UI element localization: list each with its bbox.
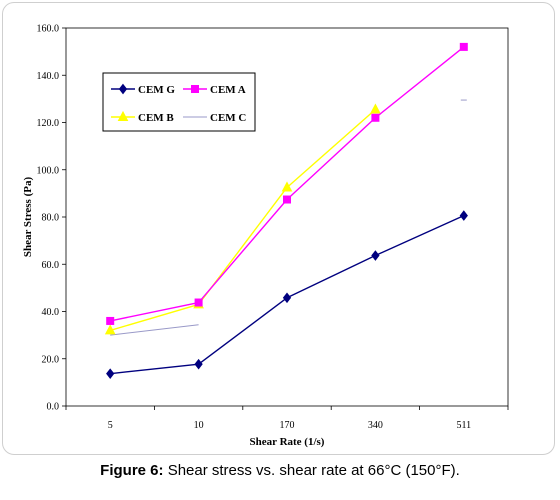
series-cem-g	[106, 210, 468, 379]
series-line-cem-g	[286, 254, 376, 299]
caption-label: Figure 6:	[100, 462, 164, 479]
data-point-cem-g	[459, 210, 468, 221]
series-line-cem-g	[198, 297, 288, 365]
line-chart: 0.020.040.060.080.0100.0120.0140.0160.0 …	[22, 24, 509, 448]
data-point-cem-g	[106, 368, 115, 379]
data-point-cem-g	[282, 292, 292, 304]
legend-label-cem-g: CEM G	[138, 84, 175, 96]
legend-marker-cem-a	[191, 85, 199, 93]
data-point-cem-g	[371, 250, 380, 261]
series-line-cem-a	[110, 301, 199, 322]
x-tick-label: 170	[280, 420, 295, 431]
legend-label-cem-b: CEM B	[138, 112, 174, 124]
series-cem-a	[106, 42, 468, 325]
legend-item-cem-a: CEM A	[183, 84, 246, 96]
series-line-cem-g	[110, 363, 199, 375]
x-tick-label: 340	[368, 420, 383, 431]
series-line-cem-b	[286, 108, 376, 188]
data-point-cem-a	[371, 113, 380, 122]
series-line-cem-g	[375, 214, 465, 257]
y-tick-label: 100.0	[37, 165, 60, 176]
series-cem-b	[104, 103, 381, 335]
legend-marker-cem-g	[118, 83, 128, 95]
x-tick-label: 511	[456, 420, 471, 431]
y-tick-label: 0.0	[47, 402, 60, 413]
data-point-cem-a	[106, 316, 115, 325]
y-tick-label: 120.0	[37, 118, 60, 129]
data-point-cem-b	[104, 324, 116, 335]
y-tick-label: 160.0	[37, 24, 60, 35]
x-axis-title: Shear Rate (1/s)	[250, 436, 325, 448]
data-point-cem-g	[194, 358, 203, 370]
data-point-cem-a	[283, 195, 291, 204]
caption-text: Shear stress vs. shear rate at 66°C (150…	[167, 462, 460, 479]
x-tick-label: 10	[194, 420, 204, 431]
series-line-cem-b	[110, 303, 199, 332]
y-tick-label: 60.0	[42, 260, 60, 271]
series-cem-c	[110, 99, 467, 336]
series-line-cem-a	[198, 199, 288, 303]
legend-label-cem-a: CEM A	[210, 84, 246, 96]
y-tick-label: 140.0	[37, 71, 60, 82]
figure-frame: 0.0 20.0 40.0 60.0 80.0 100.0 120.0 140.0 160.0 …	[2, 2, 555, 455]
data-point-cem-b	[281, 181, 293, 192]
y-tick-label: 80.0	[42, 213, 60, 224]
data-point-cem-a	[459, 42, 468, 51]
legend-box	[102, 72, 256, 132]
legend-marker-cem-b	[117, 110, 129, 121]
y-tick-label: 40.0	[42, 307, 60, 318]
y-axis-title: Shear Stress (Pa)	[22, 177, 34, 258]
legend-item-cem-c: CEM C	[183, 112, 246, 124]
legend-label-cem-c: CEM C	[210, 112, 246, 124]
series-line-cem-c	[110, 324, 199, 336]
legend-item-cem-g: CEM G	[111, 83, 175, 96]
data-point-cem-a	[194, 298, 203, 307]
y-tick-label: 20.0	[42, 354, 60, 365]
series-line-cem-a	[374, 46, 465, 119]
data-point-cem-b	[370, 103, 381, 114]
figure-caption: Figure 6: Shear stress vs. shear rate at…	[0, 462, 560, 479]
legend-item-cem-b: CEM B	[111, 110, 174, 124]
legend: CEM G CEM A CEM B CEM C	[102, 72, 256, 132]
series-line-cem-a	[286, 117, 376, 201]
x-tick-label: 5	[108, 420, 113, 431]
